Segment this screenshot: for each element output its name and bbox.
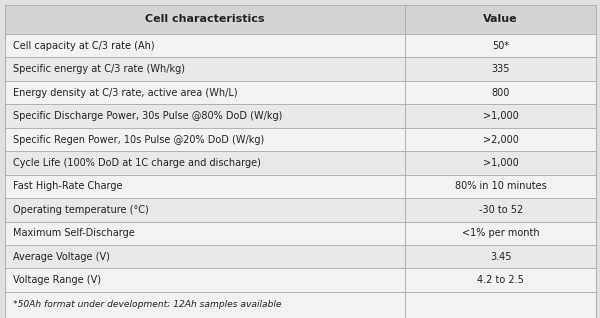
Bar [5,151,596,175]
Bar [5,175,596,198]
Text: Specific Discharge Power, 30s Pulse @80% DoD (W/kg): Specific Discharge Power, 30s Pulse @80%… [13,111,282,121]
Text: Cell capacity at C/3 rate (Ah): Cell capacity at C/3 rate (Ah) [13,41,154,51]
Bar [5,222,596,245]
Bar [5,245,596,268]
Text: Voltage Range (V): Voltage Range (V) [13,275,101,285]
Text: <1% per month: <1% per month [462,228,539,238]
Text: Specific energy at C/3 rate (Wh/kg): Specific energy at C/3 rate (Wh/kg) [13,64,185,74]
Text: 335: 335 [491,64,510,74]
Text: Cycle Life (100% DoD at 1C charge and discharge): Cycle Life (100% DoD at 1C charge and di… [13,158,260,168]
Text: >2,000: >2,000 [483,135,518,144]
Text: >1,000: >1,000 [483,111,518,121]
Text: *50Ah format under development; 12Ah samples available: *50Ah format under development; 12Ah sam… [13,301,281,309]
Bar [5,198,596,222]
Bar [5,34,596,58]
Text: 50*: 50* [492,41,509,51]
Text: 80% in 10 minutes: 80% in 10 minutes [455,182,547,191]
Text: 4.2 to 2.5: 4.2 to 2.5 [477,275,524,285]
Bar [5,292,596,318]
Text: Average Voltage (V): Average Voltage (V) [13,252,109,262]
Text: 3.45: 3.45 [490,252,511,262]
Text: Specific Regen Power, 10s Pulse @20% DoD (W/kg): Specific Regen Power, 10s Pulse @20% DoD… [13,135,264,144]
Text: Energy density at C/3 rate, active area (Wh/L): Energy density at C/3 rate, active area … [13,88,237,98]
Text: Operating temperature (°C): Operating temperature (°C) [13,205,148,215]
Text: Fast High-Rate Charge: Fast High-Rate Charge [13,182,122,191]
Bar [5,5,596,34]
Text: 800: 800 [491,88,510,98]
Text: -30 to 52: -30 to 52 [479,205,523,215]
Bar [5,104,596,128]
Bar [5,81,596,104]
Text: >1,000: >1,000 [483,158,518,168]
Bar [5,58,596,81]
Bar [5,128,596,151]
Text: Cell characteristics: Cell characteristics [145,14,265,24]
Text: Maximum Self-Discharge: Maximum Self-Discharge [13,228,134,238]
Text: Value: Value [484,14,518,24]
Bar [5,268,596,292]
